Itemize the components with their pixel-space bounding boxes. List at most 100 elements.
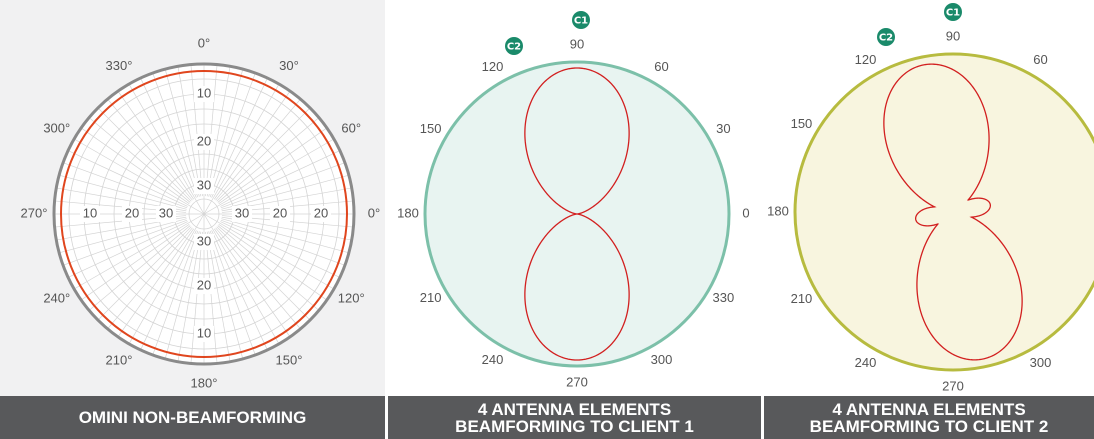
grid-spoke: [218, 224, 328, 301]
radial-label-bg: [311, 206, 331, 222]
grid-spoke: [220, 162, 346, 209]
client2-caption: 4 ANTENNA ELEMENTS BEAMFORMING TO CLIENT…: [764, 396, 1094, 439]
grid-spoke: [67, 221, 188, 278]
radial-label-bg: [156, 206, 176, 222]
grid-spoke: [208, 69, 244, 197]
client2-angle-label: 90: [946, 28, 960, 43]
grid-spoke: [214, 90, 291, 200]
client2-caption-line-2: BEAMFORMING TO CLIENT 2: [809, 416, 1049, 436]
omni-radial-label-right: 30: [235, 205, 249, 220]
client1-angle-label: 240: [482, 352, 504, 367]
client2-angle-label: 120: [855, 52, 877, 67]
grid-spoke: [67, 150, 188, 207]
grid-spoke: [107, 98, 193, 201]
radial-label-bg: [194, 134, 214, 150]
client1-panel: 90 60 30 0 330 300 270 240 210 180 150 120 C1 C2 4 AN…: [388, 0, 761, 439]
client1-angle-label: 210: [420, 290, 442, 305]
omni-radial-label-down: 10: [197, 325, 211, 340]
grid-spoke: [152, 230, 199, 356]
client1-badge-c1-circle: [572, 11, 590, 29]
grid-spoke: [80, 127, 190, 204]
grid-spoke: [221, 174, 349, 210]
omni-angle-label: 150°: [276, 353, 303, 368]
client2-angle-label: 270: [942, 378, 964, 393]
client2-circle: [793, 52, 1094, 372]
grid-spoke: [62, 162, 188, 209]
grid-spoke: [140, 230, 197, 351]
grid-spoke: [220, 150, 341, 207]
client2-angle-label: 210: [791, 291, 813, 306]
client2-caption-line-1: 4 ANTENNA ELEMENTS: [832, 399, 1026, 419]
client2-badge-c1: C1: [946, 8, 960, 19]
omni-radial-label-left: 20: [125, 205, 139, 220]
client2-badge-c2: C2: [879, 33, 893, 44]
client2-angle-label: 180: [767, 203, 789, 218]
radial-label-bg: [194, 178, 214, 194]
client2-beam-pattern: [883, 63, 1023, 361]
omni-angle-label: 240°: [43, 290, 70, 305]
client2-angle-label: 60: [1033, 52, 1047, 67]
omni-angle-label: 330°: [106, 58, 133, 73]
grid-spoke: [205, 231, 218, 364]
radial-label-bg: [270, 206, 290, 222]
grid-spoke: [59, 174, 187, 210]
grid-spoke: [211, 77, 268, 198]
grid-spoke: [117, 228, 194, 338]
client1-badge-c2: C2: [507, 42, 521, 53]
grid-spoke: [214, 228, 291, 338]
omni-angle-label: 180°: [191, 375, 218, 390]
client2-angle-label: 240: [855, 355, 877, 370]
grid-spoke: [62, 219, 188, 266]
omni-radial-label-up: 20: [197, 133, 211, 148]
omni-caption: OMINI NON-BEAMFORMING: [0, 396, 385, 439]
client1-angle-label: 180: [397, 205, 419, 220]
grid-spoke: [177, 231, 202, 362]
grid-spoke: [97, 107, 192, 202]
grid-spoke: [80, 224, 190, 301]
client1-angle-label: 120: [482, 59, 504, 74]
grid-spoke: [203, 213, 335, 290]
grid-spoke: [88, 225, 191, 311]
omni-angle-label: 300°: [43, 120, 70, 135]
client1-angle-label: 150: [420, 121, 442, 136]
omni-radial-label-up: 30: [197, 177, 211, 192]
radial-label-bg: [194, 234, 214, 250]
grid-spoke: [218, 127, 328, 204]
grid-spoke: [128, 83, 205, 215]
client1-caption-line-2: BEAMFORMING TO CLIENT 1: [455, 416, 694, 436]
grid-spoke: [217, 225, 320, 311]
grid-spoke: [220, 221, 341, 278]
client1-beam-pattern: [524, 67, 630, 361]
omni-radial-label-down: 20: [197, 277, 211, 292]
grid-spoke: [190, 64, 203, 197]
grid-spoke: [73, 138, 205, 215]
grid-spoke: [164, 231, 200, 359]
grid-spoke: [203, 83, 280, 215]
radial-label-bg: [80, 206, 100, 222]
radial-label-bg: [194, 278, 214, 294]
omni-radial-label-down: 30: [197, 233, 211, 248]
omni-radial-label-up: 10: [197, 85, 211, 100]
grid-spoke: [117, 90, 194, 200]
grid-spoke: [216, 226, 311, 321]
omni-polar-diagram: 0° 30° 60° 0° 120° 150° 180° 210° 240° 270° 300° 33…: [21, 35, 381, 390]
grid-spoke: [221, 218, 349, 254]
omni-angle-label: 270°: [21, 205, 48, 220]
grid-spoke: [211, 230, 268, 351]
grid-spoke: [140, 77, 197, 198]
client1-angle-label: 30: [716, 121, 730, 136]
omni-radial-label-left: 10: [83, 205, 97, 220]
grid-spoke: [220, 219, 346, 266]
grid-spoke: [190, 231, 203, 364]
grid-spoke: [128, 213, 205, 345]
grid-spoke: [215, 227, 301, 330]
client2-badge-c2-circle: [877, 28, 895, 46]
radial-label-bg: [122, 206, 142, 222]
grid-spoke: [209, 72, 256, 198]
grid-spoke: [88, 117, 191, 203]
client1-angle-label: 90: [570, 36, 584, 51]
omni-angle-label: 30°: [279, 58, 299, 73]
grid-spoke: [208, 231, 244, 359]
